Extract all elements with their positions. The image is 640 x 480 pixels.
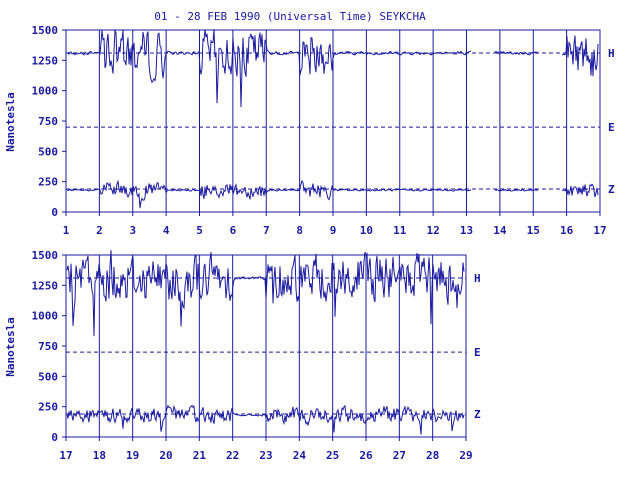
panel-1: 1 2 3 4 5 6 7 8 9 10 11 12 13 14 15 16 17150012501000750… <box>32 24 616 237</box>
x-tick-label: 26 <box>359 449 373 462</box>
x-tick-label: 27 <box>393 449 406 462</box>
x-tick-label: 16 <box>560 224 574 237</box>
x-tick-label: 14 <box>493 224 507 237</box>
x-tick-label: 10 <box>360 224 373 237</box>
y-tick-label: 1250 <box>32 54 59 67</box>
y-tick-label: 1500 <box>32 249 59 262</box>
component-label-z: Z <box>474 408 481 421</box>
y-tick-label: 1500 <box>32 24 59 37</box>
x-tick-label: 21 <box>193 449 207 462</box>
x-tick-label: 2 <box>96 224 103 237</box>
x-tick-label: 3 <box>129 224 136 237</box>
chart-title: 01 - 28 FEB 1990 (Universal Time) SEYKCH… <box>154 10 426 23</box>
x-tick-label: 12 <box>427 224 440 237</box>
x-tick-label: 5 <box>196 224 203 237</box>
y-tick-label: 500 <box>38 145 58 158</box>
x-tick-label: 28 <box>426 449 439 462</box>
y-tick-label: 0 <box>51 431 58 444</box>
y-axis-label-bottom: Nanotesla <box>4 317 17 377</box>
x-tick-label: 9 <box>330 224 337 237</box>
y-tick-label: 1000 <box>32 310 59 323</box>
component-label-h: H <box>474 272 481 285</box>
x-tick-label: 19 <box>126 449 139 462</box>
y-tick-label: 500 <box>38 370 58 383</box>
y-axis-label-top: Nanotesla <box>4 92 17 152</box>
x-tick-label: 8 <box>296 224 303 237</box>
y-tick-label: 250 <box>38 401 58 414</box>
x-tick-label: 17 <box>59 449 72 462</box>
series-z-trace <box>66 404 465 435</box>
x-tick-label: 6 <box>230 224 237 237</box>
x-tick-label: 1 <box>63 224 70 237</box>
x-tick-label: 25 <box>326 449 339 462</box>
component-label-e: E <box>474 346 481 359</box>
x-tick-label: 18 <box>93 449 106 462</box>
x-tick-label: 11 <box>393 224 407 237</box>
component-label-h: H <box>608 47 615 60</box>
series-h-trace <box>66 28 599 108</box>
x-tick-label: 29 <box>459 449 472 462</box>
y-tick-label: 1000 <box>32 85 59 98</box>
x-tick-label: 24 <box>293 449 307 462</box>
y-tick-label: 0 <box>51 206 58 219</box>
component-label-e: E <box>608 121 615 134</box>
series-z-trace <box>67 179 599 209</box>
y-tick-label: 250 <box>38 176 58 189</box>
x-tick-label: 7 <box>263 224 270 237</box>
panels-group: 1 2 3 4 5 6 7 8 9 10 11 12 13 14 15 16 17150012501000750… <box>32 24 616 462</box>
component-label-z: Z <box>608 183 615 196</box>
y-tick-label: 750 <box>38 340 58 353</box>
y-tick-label: 1250 <box>32 279 59 292</box>
x-tick-label: 13 <box>460 224 473 237</box>
panel-2: 17 18 19 20 21 22 23 24 25 26 27 28 29 1500 1250 1000 75… <box>32 249 482 462</box>
x-tick-label: 15 <box>527 224 540 237</box>
x-tick-label: 22 <box>226 449 239 462</box>
y-tick-label: 750 <box>38 115 58 128</box>
x-tick-label: 4 <box>163 224 170 237</box>
series-h-trace <box>66 250 465 337</box>
x-tick-label: 23 <box>259 449 272 462</box>
x-tick-label: 17 <box>593 224 606 237</box>
x-tick-label: 20 <box>159 449 172 462</box>
